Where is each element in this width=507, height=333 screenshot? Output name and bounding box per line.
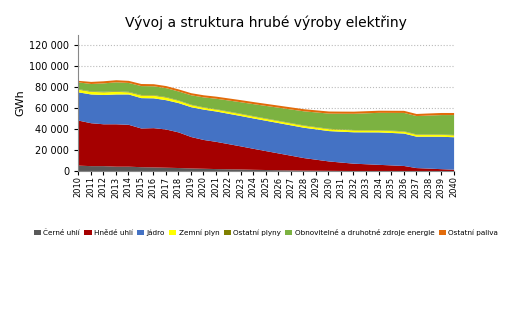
Title: Vývoj a struktura hrubé výroby elektřiny: Vývoj a struktura hrubé výroby elektřiny xyxy=(125,15,407,30)
Legend: Černé uhlí, Hnědé uhlí, Jádro, Zemní plyn, Ostatní plyny, Obnovitelné a druhotné: Černé uhlí, Hnědé uhlí, Jádro, Zemní ply… xyxy=(31,226,501,239)
Y-axis label: GWh: GWh xyxy=(15,90,25,116)
